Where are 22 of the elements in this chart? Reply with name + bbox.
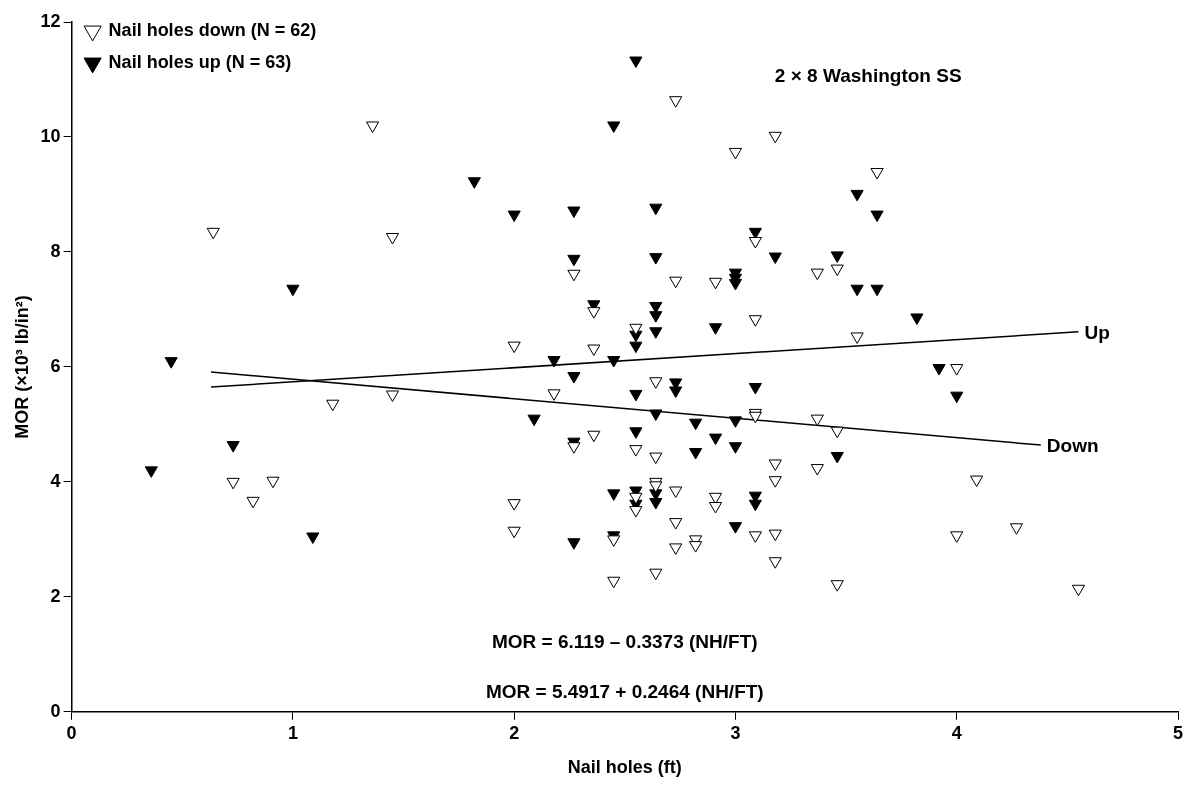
x-tick-label: 2 <box>509 722 520 743</box>
annotation: MOR = 5.4917 + 0.2464 (NH/FT) <box>485 680 764 702</box>
y-tick-label: 12 <box>40 10 61 31</box>
x-tick-label: 0 <box>66 722 77 743</box>
annotation: MOR = 6.119 – 0.3373 (NH/FT) <box>492 631 758 653</box>
x-tick-label: 3 <box>730 722 741 743</box>
x-tick-label: 1 <box>287 722 298 743</box>
y-tick-label: 8 <box>50 240 61 261</box>
series-label: Up <box>1084 322 1110 344</box>
y-tick-label: 4 <box>50 470 61 491</box>
y-tick-label: 10 <box>40 125 61 146</box>
x-axis-title: Nail holes (ft) <box>567 757 682 778</box>
x-tick-label: 5 <box>1172 722 1184 743</box>
series-label: Down <box>1046 435 1099 457</box>
annotation: 2 × 8 Washington SS <box>774 65 962 87</box>
x-tick-label: 4 <box>951 722 962 743</box>
y-tick-label: 2 <box>50 585 61 606</box>
legend-label: Nail holes up (N = 63) <box>108 51 292 72</box>
y-tick-label: 0 <box>50 700 61 721</box>
y-tick-label: 6 <box>50 355 61 376</box>
legend-label: Nail holes down (N = 62) <box>108 19 317 40</box>
y-axis-title: MOR (×10³ lb/in²) <box>11 295 32 439</box>
